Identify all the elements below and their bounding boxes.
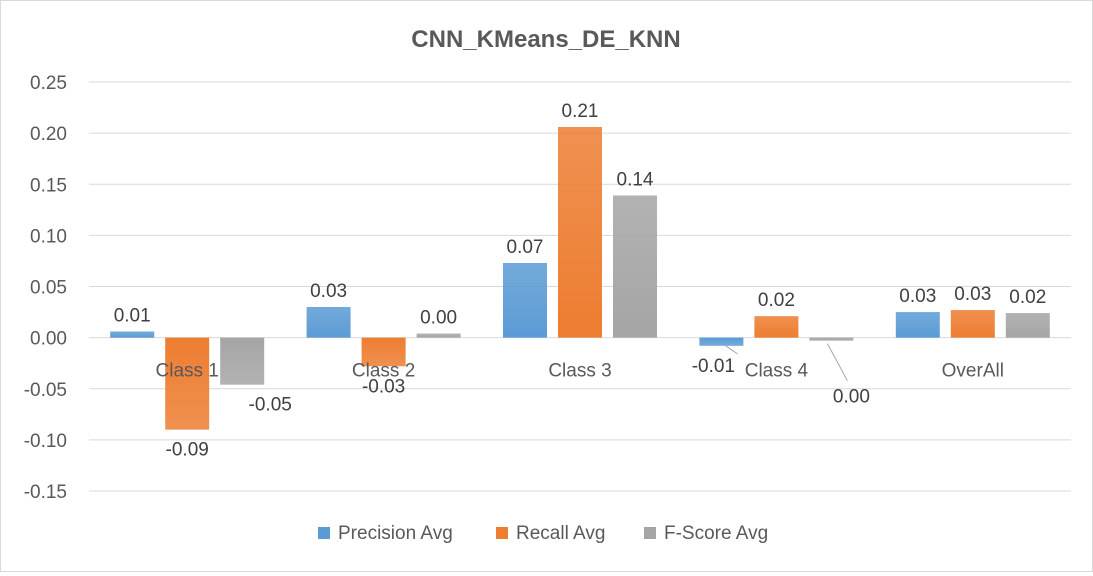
data-label: 0.03 <box>899 286 936 307</box>
bar-precision-avg-class-2 <box>306 306 351 338</box>
bar-f-score-avg-class-2 <box>416 333 461 338</box>
legend-label: Precision Avg <box>338 523 453 544</box>
y-tick-label: 0.20 <box>30 124 67 145</box>
data-label: 0.14 <box>617 169 654 190</box>
bar-recall-avg-class-2 <box>361 337 406 367</box>
y-axis-tick-labels: 0.25 0.20 0.15 0.10 0.05 0.00 -0.05 -0.10 -0.15 <box>24 73 67 503</box>
bar-f-score-avg-class-4 <box>809 337 854 341</box>
bar-precision-avg-overall <box>895 312 940 338</box>
legend-label: F-Score Avg <box>664 523 768 544</box>
data-label: -0.01 <box>692 356 735 377</box>
data-label: 0.07 <box>507 237 544 258</box>
bar-recall-avg-class-1 <box>165 337 210 430</box>
legend-swatch <box>644 527 656 539</box>
data-label: 0.03 <box>310 281 347 302</box>
bar-recall-avg-class-4 <box>754 316 799 338</box>
data-label: 0.02 <box>1009 287 1046 308</box>
bar-precision-avg-class-4 <box>699 337 744 346</box>
data-label: -0.03 <box>362 376 405 397</box>
bar-recall-avg-overall <box>950 310 995 338</box>
bar-precision-avg-class-3 <box>503 262 547 338</box>
bar-precision-avg-class-1 <box>110 331 155 338</box>
category-label: Class 1 <box>156 361 219 382</box>
y-tick-label: -0.05 <box>24 380 67 401</box>
y-tick-label: 0.05 <box>30 278 67 299</box>
category-label: Class 2 <box>352 361 415 382</box>
data-label: 0.03 <box>954 284 991 305</box>
category-label: Class 4 <box>745 361 809 382</box>
bars <box>110 126 1050 430</box>
y-tick-label: 0.00 <box>30 329 67 350</box>
chart-title: CNN_KMeans_DE_KNN <box>411 26 680 53</box>
leader-line <box>826 343 848 381</box>
legend-label: Recall Avg <box>516 523 605 544</box>
bar-f-score-avg-overall <box>1005 313 1050 338</box>
legend-swatch <box>496 527 508 539</box>
category-labels: Class 1 Class 2 Class 3 Class 4 OverAll <box>156 361 1004 382</box>
y-tick-label: -0.10 <box>24 431 67 452</box>
bar-recall-avg-class-3 <box>558 126 602 338</box>
bar-f-score-avg-class-3 <box>613 195 657 338</box>
data-label: 0.21 <box>562 101 599 122</box>
y-tick-label: 0.10 <box>30 226 67 247</box>
data-label: -0.05 <box>249 395 292 416</box>
y-tick-label: -0.15 <box>24 482 67 503</box>
data-label: 0.00 <box>833 387 870 408</box>
leader-line <box>725 345 738 355</box>
category-label: OverAll <box>942 361 1004 382</box>
data-labels: 0.01 -0.09 -0.05 0.03 -0.03 0.00 0.07 0.21 0.14 -… <box>114 101 1047 461</box>
category-label: Class 3 <box>548 361 611 382</box>
data-label: 0.01 <box>114 305 151 326</box>
bar-f-score-avg-class-1 <box>220 337 265 385</box>
data-label: 0.00 <box>420 308 457 329</box>
y-tick-label: 0.15 <box>30 175 67 196</box>
legend: Precision Avg Recall Avg F-Score Avg <box>318 523 768 544</box>
y-tick-label: 0.25 <box>30 73 67 94</box>
data-label: -0.09 <box>166 440 209 461</box>
data-label: 0.02 <box>758 290 795 311</box>
legend-swatch <box>318 527 330 539</box>
